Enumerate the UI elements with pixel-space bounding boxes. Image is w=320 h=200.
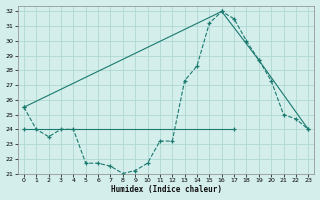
X-axis label: Humidex (Indice chaleur): Humidex (Indice chaleur) [111, 185, 221, 194]
